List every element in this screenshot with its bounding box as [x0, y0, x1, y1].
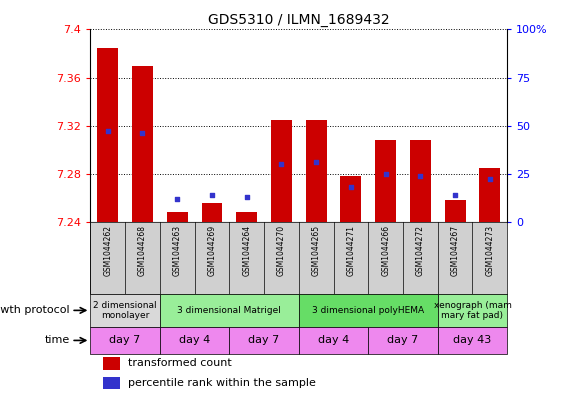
Bar [410, 140, 431, 222]
Bar [236, 212, 257, 222]
Text: day 4: day 4 [179, 335, 210, 345]
Text: GSM1044263: GSM1044263 [173, 225, 182, 277]
Bar [479, 168, 500, 222]
Text: time: time [44, 335, 69, 345]
Text: GSM1044267: GSM1044267 [451, 225, 459, 277]
Text: GSM1044272: GSM1044272 [416, 225, 425, 276]
Bar [340, 176, 361, 222]
Text: GSM1044265: GSM1044265 [312, 225, 321, 277]
Point [416, 173, 425, 179]
Point [485, 176, 494, 183]
Bar [375, 140, 396, 222]
Bar [368, 327, 438, 354]
Point [138, 130, 147, 136]
Point [346, 184, 356, 190]
Bar [298, 294, 438, 327]
Point [242, 194, 251, 200]
Bar [160, 294, 298, 327]
Text: GSM1044264: GSM1044264 [242, 225, 251, 277]
Bar [160, 327, 229, 354]
Point [451, 192, 460, 198]
Text: day 7: day 7 [110, 335, 141, 345]
Text: growth protocol: growth protocol [0, 305, 69, 315]
Bar [202, 202, 222, 222]
Text: GSM1044269: GSM1044269 [208, 225, 216, 277]
Text: transformed count: transformed count [128, 358, 231, 368]
Bar [97, 48, 118, 222]
Text: day 4: day 4 [318, 335, 349, 345]
Text: 3 dimensional Matrigel: 3 dimensional Matrigel [177, 306, 281, 315]
Text: day 43: day 43 [454, 335, 491, 345]
Text: GSM1044262: GSM1044262 [103, 225, 113, 276]
Point [311, 159, 321, 165]
Text: percentile rank within the sample: percentile rank within the sample [128, 378, 316, 388]
Bar [167, 212, 188, 222]
Bar [305, 119, 326, 222]
Text: GSM1044266: GSM1044266 [381, 225, 390, 277]
Text: GSM1044270: GSM1044270 [277, 225, 286, 277]
Bar [298, 327, 368, 354]
Text: xenograph (mam
mary fat pad): xenograph (mam mary fat pad) [434, 301, 511, 320]
Text: 2 dimensional
monolayer: 2 dimensional monolayer [93, 301, 157, 320]
Bar [271, 119, 292, 222]
Bar [103, 376, 120, 389]
Text: GSM1044273: GSM1044273 [485, 225, 494, 277]
Text: GSM1044271: GSM1044271 [346, 225, 356, 276]
Point [103, 128, 113, 134]
Bar [132, 66, 153, 222]
Bar [90, 294, 160, 327]
Bar [103, 357, 120, 369]
Text: GSM1044268: GSM1044268 [138, 225, 147, 276]
Point [173, 196, 182, 202]
Bar [438, 327, 507, 354]
Text: day 7: day 7 [387, 335, 419, 345]
Point [208, 192, 217, 198]
Bar [438, 294, 507, 327]
Bar [90, 327, 160, 354]
Bar [229, 327, 299, 354]
Point [381, 171, 390, 177]
Point [277, 161, 286, 167]
Bar [445, 200, 465, 222]
Title: GDS5310 / ILMN_1689432: GDS5310 / ILMN_1689432 [208, 13, 389, 27]
Text: 3 dimensional polyHEMA: 3 dimensional polyHEMA [312, 306, 424, 315]
Text: day 7: day 7 [248, 335, 280, 345]
